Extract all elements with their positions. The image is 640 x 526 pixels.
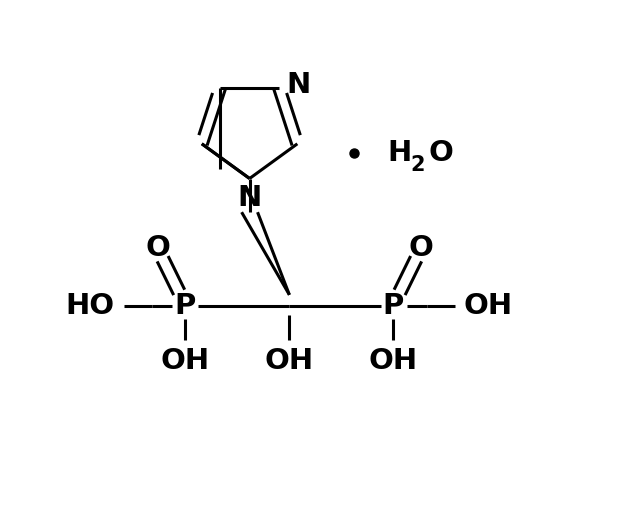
- Text: P: P: [383, 292, 404, 320]
- Text: OH: OH: [464, 292, 513, 320]
- Text: P: P: [175, 292, 196, 320]
- Text: 2: 2: [411, 155, 425, 175]
- Text: O: O: [408, 234, 433, 262]
- Text: OH: OH: [161, 347, 210, 375]
- Text: OH: OH: [265, 347, 314, 375]
- Text: N: N: [237, 184, 262, 212]
- Text: H: H: [387, 139, 412, 167]
- Text: N: N: [287, 70, 311, 98]
- Text: OH: OH: [369, 347, 418, 375]
- Text: HO: HO: [66, 292, 115, 320]
- Text: O: O: [429, 139, 454, 167]
- Text: O: O: [145, 234, 170, 262]
